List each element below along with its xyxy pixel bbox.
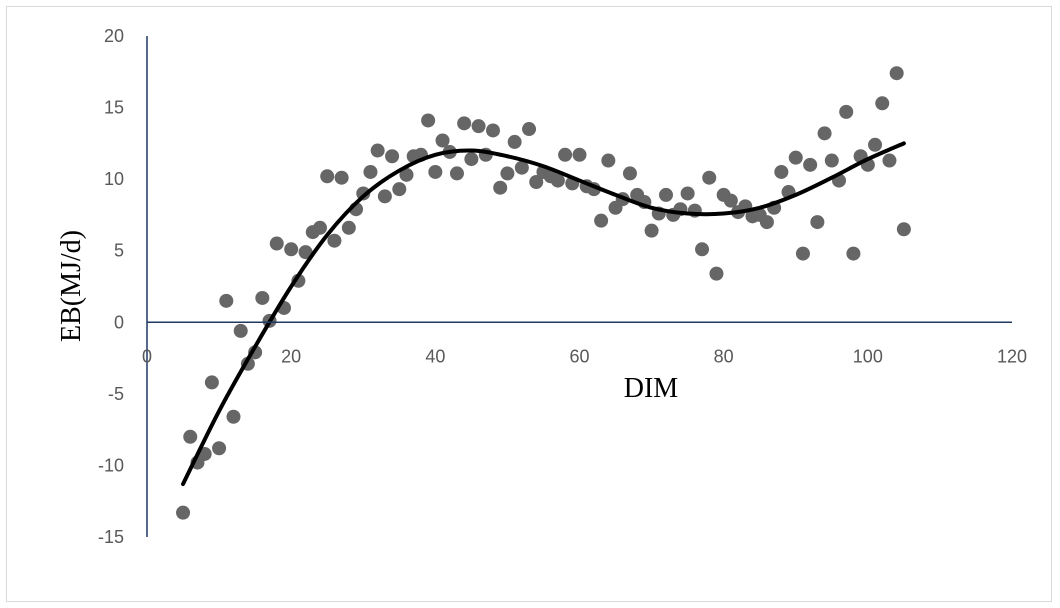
data-point (363, 164, 378, 179)
data-point (176, 505, 191, 520)
data-point (392, 182, 407, 197)
data-point (759, 215, 774, 230)
data-point (421, 113, 436, 128)
data-point (226, 409, 241, 424)
data-point (500, 166, 515, 181)
x-tick-label: 100 (853, 346, 883, 366)
x-tick-label: 40 (425, 346, 445, 366)
data-point (795, 246, 810, 261)
data-point (882, 153, 897, 168)
chart-marks (176, 66, 911, 520)
data-point (449, 166, 464, 181)
data-point (284, 242, 299, 257)
data-point (601, 153, 616, 168)
data-point (723, 193, 738, 208)
data-point (334, 170, 349, 185)
data-point (486, 123, 500, 138)
data-point (428, 164, 443, 179)
data-point (875, 96, 890, 111)
data-point (572, 147, 587, 162)
data-point (298, 245, 313, 260)
x-tick-label: 120 (997, 346, 1027, 366)
data-point (313, 220, 327, 235)
data-point (896, 222, 911, 237)
data-point (370, 143, 385, 158)
y-tick-label: 20 (104, 26, 124, 46)
data-point (204, 375, 219, 390)
data-point (212, 441, 227, 456)
data-point (435, 133, 450, 148)
data-point (514, 160, 529, 175)
data-point (644, 223, 659, 238)
data-point (594, 213, 609, 228)
data-point (457, 116, 472, 131)
data-point (255, 290, 270, 305)
x-tick-label: 80 (714, 346, 734, 366)
data-point (493, 180, 508, 195)
y-tick-label: 0 (114, 312, 124, 332)
y-tick-label: -5 (108, 384, 124, 404)
data-point (839, 104, 854, 119)
data-point (399, 167, 414, 182)
data-point (320, 169, 335, 184)
y-tick-label: 15 (104, 98, 124, 118)
data-point (219, 293, 234, 308)
data-point (817, 126, 832, 141)
data-point (889, 66, 904, 81)
chart-axes: -15 -10 -5 0 5 10 15 20 0 20 40 60 80 100 120 (98, 26, 1027, 547)
data-point (774, 164, 789, 179)
x-tick-label: 20 (281, 346, 301, 366)
x-axis-label: DIM (624, 373, 679, 404)
data-point (464, 152, 479, 167)
data-point (824, 153, 839, 168)
data-point (659, 187, 673, 202)
data-point (788, 150, 803, 165)
y-axis-label: EB(MJ/d) (56, 230, 87, 342)
data-point (550, 173, 565, 188)
data-point (622, 166, 637, 181)
data-point (327, 233, 342, 248)
x-tick-label: 0 (142, 346, 152, 366)
x-tick-label: 60 (569, 346, 589, 366)
data-point (385, 149, 400, 164)
data-point (233, 323, 248, 338)
data-point (846, 246, 861, 261)
y-tick-label: -10 (98, 455, 124, 475)
trend-line (181, 141, 906, 487)
data-point (702, 170, 717, 185)
y-tick-label: 10 (104, 169, 124, 189)
data-point (695, 242, 710, 257)
y-tick-label: 5 (114, 241, 124, 261)
data-point (507, 134, 522, 149)
data-point (522, 122, 537, 137)
data-point (269, 236, 284, 251)
data-point (183, 429, 198, 444)
data-point (680, 186, 695, 201)
y-tick-label: -15 (98, 527, 124, 547)
data-point (471, 119, 486, 134)
data-point (709, 266, 724, 281)
data-point (803, 157, 818, 172)
data-point (529, 175, 544, 190)
data-point (558, 147, 573, 162)
data-point (341, 220, 356, 235)
data-point (810, 215, 825, 230)
data-point (868, 137, 883, 152)
data-point (377, 189, 392, 204)
